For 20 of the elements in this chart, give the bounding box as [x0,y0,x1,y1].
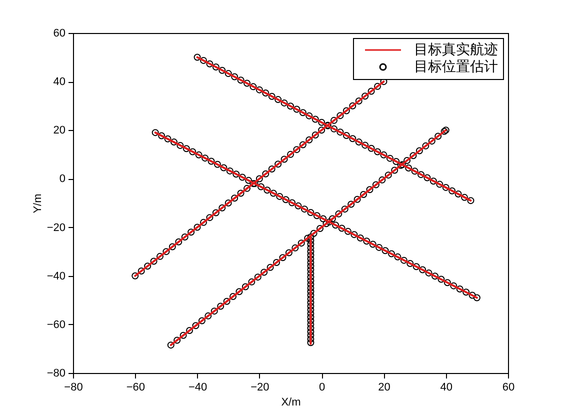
x-tick-label: 40 [440,382,452,394]
x-tick-label: 60 [502,382,515,394]
y-axis-title: Y/m [32,194,44,214]
y-tick-label: 60 [53,28,66,40]
x-tick-label: −60 [126,382,145,394]
legend-label: 目标真实航迹 [414,42,498,58]
x-tick-label: −40 [188,382,208,394]
legend-label: 目标位置估计 [414,59,498,75]
y-tick-label: −40 [46,270,66,282]
y-tick-label: 0 [59,173,66,186]
y-tick-label: −80 [46,368,66,380]
x-tick-label: −80 [64,382,83,394]
y-tick-label: 40 [53,76,66,88]
x-tick-label: 20 [378,382,390,394]
x-axis-title: X/m [281,396,301,408]
y-tick-label: 20 [53,124,66,137]
x-tick-label: 0 [319,382,326,394]
x-tick-label: −20 [250,382,270,394]
y-tick-label: −60 [46,318,66,331]
y-tick-label: −20 [46,222,66,234]
